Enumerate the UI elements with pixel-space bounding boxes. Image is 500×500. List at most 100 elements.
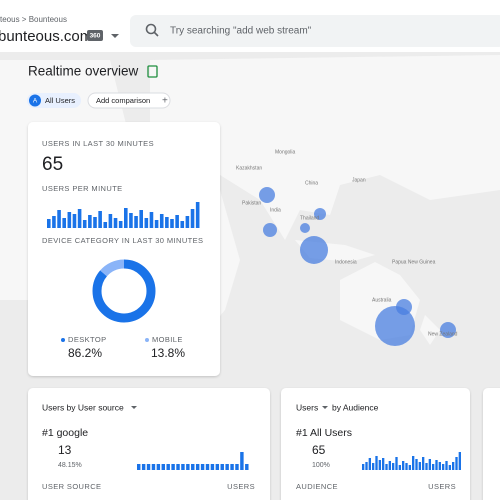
bar — [215, 464, 220, 470]
bar — [382, 458, 385, 470]
bar — [77, 209, 82, 228]
bar — [93, 217, 97, 228]
bar — [165, 217, 169, 228]
audience-col-left: AUDIENCE — [296, 482, 338, 491]
bar — [368, 458, 371, 470]
bar — [388, 461, 391, 470]
audience-share: 100% — [312, 462, 330, 469]
bar — [57, 210, 61, 228]
bar — [452, 462, 455, 470]
bar — [124, 208, 128, 228]
bar — [159, 214, 164, 228]
bar — [175, 215, 179, 228]
page-title: Realtime overview — [28, 64, 139, 79]
audience-title-left[interactable]: Users — [296, 402, 318, 412]
bar — [170, 219, 174, 228]
bar — [445, 461, 448, 470]
chip-avatar-letter: A — [33, 98, 38, 105]
bar — [418, 462, 421, 470]
audience-col-right: USERS — [428, 482, 456, 491]
bar — [118, 221, 123, 228]
bar — [156, 464, 161, 470]
bar — [52, 216, 56, 228]
audience-rank: #1 All Users — [296, 427, 352, 439]
map-label: New Zealand — [428, 331, 458, 337]
donut-segment — [92, 259, 156, 323]
audience-dropdown[interactable] — [322, 406, 328, 409]
bar — [408, 465, 411, 470]
bar — [210, 464, 215, 470]
bar — [230, 464, 234, 470]
bar — [372, 463, 375, 470]
bar — [375, 456, 378, 470]
legend-mobile: MOBILE — [152, 335, 183, 344]
bar — [398, 465, 401, 470]
source-card — [28, 388, 270, 500]
bar — [139, 210, 143, 228]
bar — [191, 464, 195, 470]
mobile-share: 13.8% — [151, 346, 185, 360]
source-col-right: USERS — [227, 482, 255, 491]
bar — [385, 464, 388, 470]
audience-users: 65 — [312, 443, 326, 457]
bar — [108, 214, 113, 228]
source-share: 48.15% — [58, 462, 82, 469]
bar — [458, 452, 461, 470]
dropdown-arrow[interactable] — [111, 34, 119, 38]
bar — [432, 464, 435, 470]
bar — [205, 464, 210, 470]
legend-desktop: DESKTOP — [68, 335, 107, 344]
bar — [103, 222, 108, 228]
bar — [161, 464, 166, 470]
per-minute-label: USERS PER MINUTE — [42, 184, 123, 193]
bar — [171, 464, 175, 470]
bar — [195, 202, 200, 228]
bar — [378, 460, 381, 470]
search-box[interactable] — [130, 15, 500, 47]
bar — [98, 211, 102, 228]
badge: 360 — [90, 33, 101, 40]
bar — [137, 464, 141, 470]
map-label: Australia — [372, 297, 392, 303]
bar — [240, 452, 244, 470]
bar — [220, 464, 224, 470]
bar — [225, 464, 229, 470]
source-users: 13 — [58, 443, 72, 457]
source-title[interactable]: Users by User source — [42, 402, 124, 412]
map-label: India — [270, 207, 281, 213]
bar — [442, 464, 445, 470]
bar — [144, 218, 149, 228]
bar — [392, 463, 395, 470]
map-label: Indonesia — [335, 259, 357, 265]
bar — [235, 464, 239, 470]
source-rank: #1 google — [42, 427, 88, 439]
bar — [405, 463, 408, 470]
source-dropdown[interactable] — [131, 406, 137, 409]
bar — [362, 464, 365, 470]
bar — [113, 218, 118, 228]
property-name[interactable]: bunteous.com — [0, 28, 92, 45]
bar — [129, 213, 133, 228]
map-label: Mongolia — [275, 149, 296, 155]
bar — [395, 457, 398, 470]
title-icon[interactable] — [147, 65, 158, 78]
bar — [151, 464, 156, 470]
chip-add-comparison[interactable] — [87, 92, 171, 109]
bar — [428, 459, 431, 470]
map-label: Papua New Guinea — [392, 259, 436, 265]
chip-all-users[interactable] — [27, 93, 81, 108]
bar — [365, 462, 368, 470]
map-bubbles — [259, 187, 456, 346]
bar — [67, 212, 72, 228]
bar — [448, 465, 451, 470]
chip-label: All Users — [45, 96, 75, 105]
bar — [245, 464, 249, 470]
bar — [82, 220, 87, 228]
bar — [154, 220, 159, 228]
bar — [200, 464, 205, 470]
bar — [195, 464, 200, 470]
next-card — [483, 388, 500, 500]
bar — [146, 464, 151, 470]
